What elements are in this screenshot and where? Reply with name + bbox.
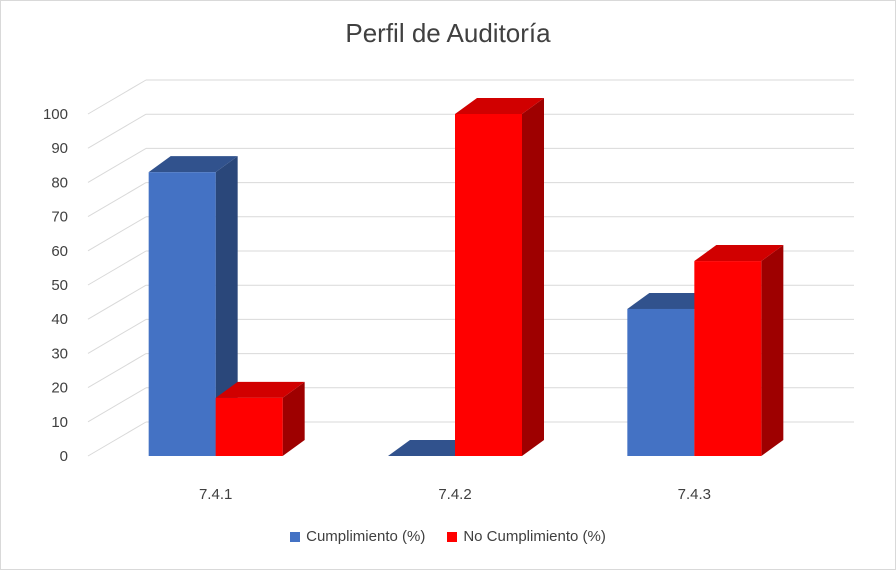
legend-label-no-cumplimiento: No Cumplimiento (%) bbox=[463, 528, 606, 545]
gridline-diagonal bbox=[87, 216, 147, 252]
gridline-diagonal bbox=[87, 113, 147, 149]
bar-7.4.3-no-cumplimiento bbox=[694, 245, 784, 456]
y-tick-label: 80 bbox=[51, 174, 68, 191]
y-tick-label: 100 bbox=[43, 106, 68, 123]
gridline-diagonal bbox=[87, 79, 147, 115]
bar-side bbox=[215, 156, 238, 456]
bar-front bbox=[215, 397, 283, 456]
bar-7.4.1-no-cumplimiento bbox=[215, 381, 305, 456]
x-axis-categories: 7.4.1 7.4.2 7.4.3 bbox=[199, 486, 711, 503]
gridline-diagonal bbox=[87, 387, 147, 423]
y-tick-label: 90 bbox=[51, 140, 68, 157]
legend-swatch-no-cumplimiento bbox=[447, 531, 458, 542]
bar-top bbox=[455, 98, 544, 114]
bar-7.4.1-cumplimiento bbox=[148, 156, 238, 456]
bar-top bbox=[694, 245, 784, 262]
x-category-label: 7.4.3 bbox=[678, 486, 711, 503]
y-tick-label: 0 bbox=[60, 448, 68, 465]
gridline-diagonal bbox=[87, 147, 147, 183]
gridline-diagonal bbox=[87, 182, 147, 218]
y-tick-label: 10 bbox=[51, 414, 68, 431]
chart-title: Perfil de Auditoría bbox=[345, 18, 551, 48]
gridline-diagonal bbox=[87, 353, 147, 389]
bar-top bbox=[148, 156, 238, 173]
legend-item-cumplimiento: Cumplimiento (%) bbox=[290, 528, 425, 545]
legend-item-no-cumplimiento: No Cumplimiento (%) bbox=[447, 528, 606, 545]
bar-side bbox=[522, 98, 544, 456]
y-tick-label: 40 bbox=[51, 311, 68, 328]
bar-7.4.2-no-cumplimiento bbox=[455, 98, 544, 456]
gridline-diagonal bbox=[87, 250, 147, 286]
y-tick-label: 50 bbox=[51, 277, 68, 294]
bar-front bbox=[455, 114, 522, 456]
x-category-label: 7.4.1 bbox=[199, 486, 232, 503]
y-tick-label: 60 bbox=[51, 243, 68, 260]
x-category-label: 7.4.2 bbox=[438, 486, 471, 503]
bar-front bbox=[148, 172, 216, 456]
y-axis-ticks: 0 10 20 30 40 50 60 70 80 90 100 bbox=[43, 106, 68, 465]
y-tick-label: 20 bbox=[51, 380, 68, 397]
legend: Cumplimiento (%) No Cumplimiento (%) bbox=[0, 528, 896, 545]
bar-side bbox=[761, 245, 784, 456]
chart-plot-area: 0 10 20 30 40 50 60 70 80 90 100 7.4.1 7.4.2 7.4.3 bbox=[43, 79, 854, 503]
legend-label-cumplimiento: Cumplimiento (%) bbox=[306, 528, 426, 545]
bar-7.4.2-cumplimiento bbox=[388, 440, 477, 456]
y-tick-label: 70 bbox=[51, 209, 68, 226]
y-tick-label: 30 bbox=[51, 345, 68, 362]
gridline-diagonal bbox=[87, 421, 147, 457]
gridline-diagonal bbox=[87, 284, 147, 320]
gridline-diagonal bbox=[87, 318, 147, 354]
bar-front bbox=[694, 261, 762, 456]
bar-front bbox=[627, 308, 695, 456]
bar-side bbox=[282, 381, 305, 456]
bar-top bbox=[215, 381, 305, 398]
bar-top bbox=[388, 440, 477, 456]
bars bbox=[148, 98, 784, 456]
legend-swatch-cumplimiento bbox=[290, 531, 301, 542]
bar-top bbox=[627, 292, 717, 309]
